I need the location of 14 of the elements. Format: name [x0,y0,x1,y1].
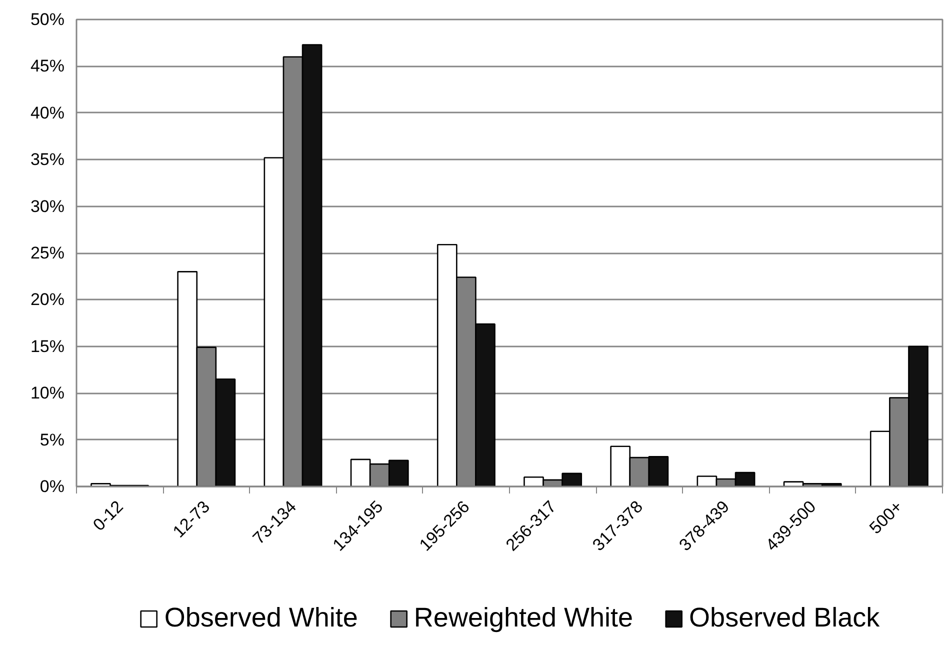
y-tick-label: 30% [30,196,65,216]
y-tick-label: 20% [30,290,65,310]
legend-label: Reweighted White [414,602,634,634]
y-tick-label: 5% [40,430,65,450]
y-tick-label: 0% [40,477,65,496]
y-tick-label: 10% [30,384,65,403]
legend-label: Observed Black [689,602,880,634]
y-tick-label: 40% [30,103,65,122]
y-tick-label: 35% [30,150,65,170]
legend-label: Observed White [164,602,358,634]
y-tick-label: 25% [30,244,65,262]
y-tick-label: 45% [30,56,65,76]
y-tick-label: 50% [30,10,65,29]
y-tick-label: 15% [30,336,65,356]
